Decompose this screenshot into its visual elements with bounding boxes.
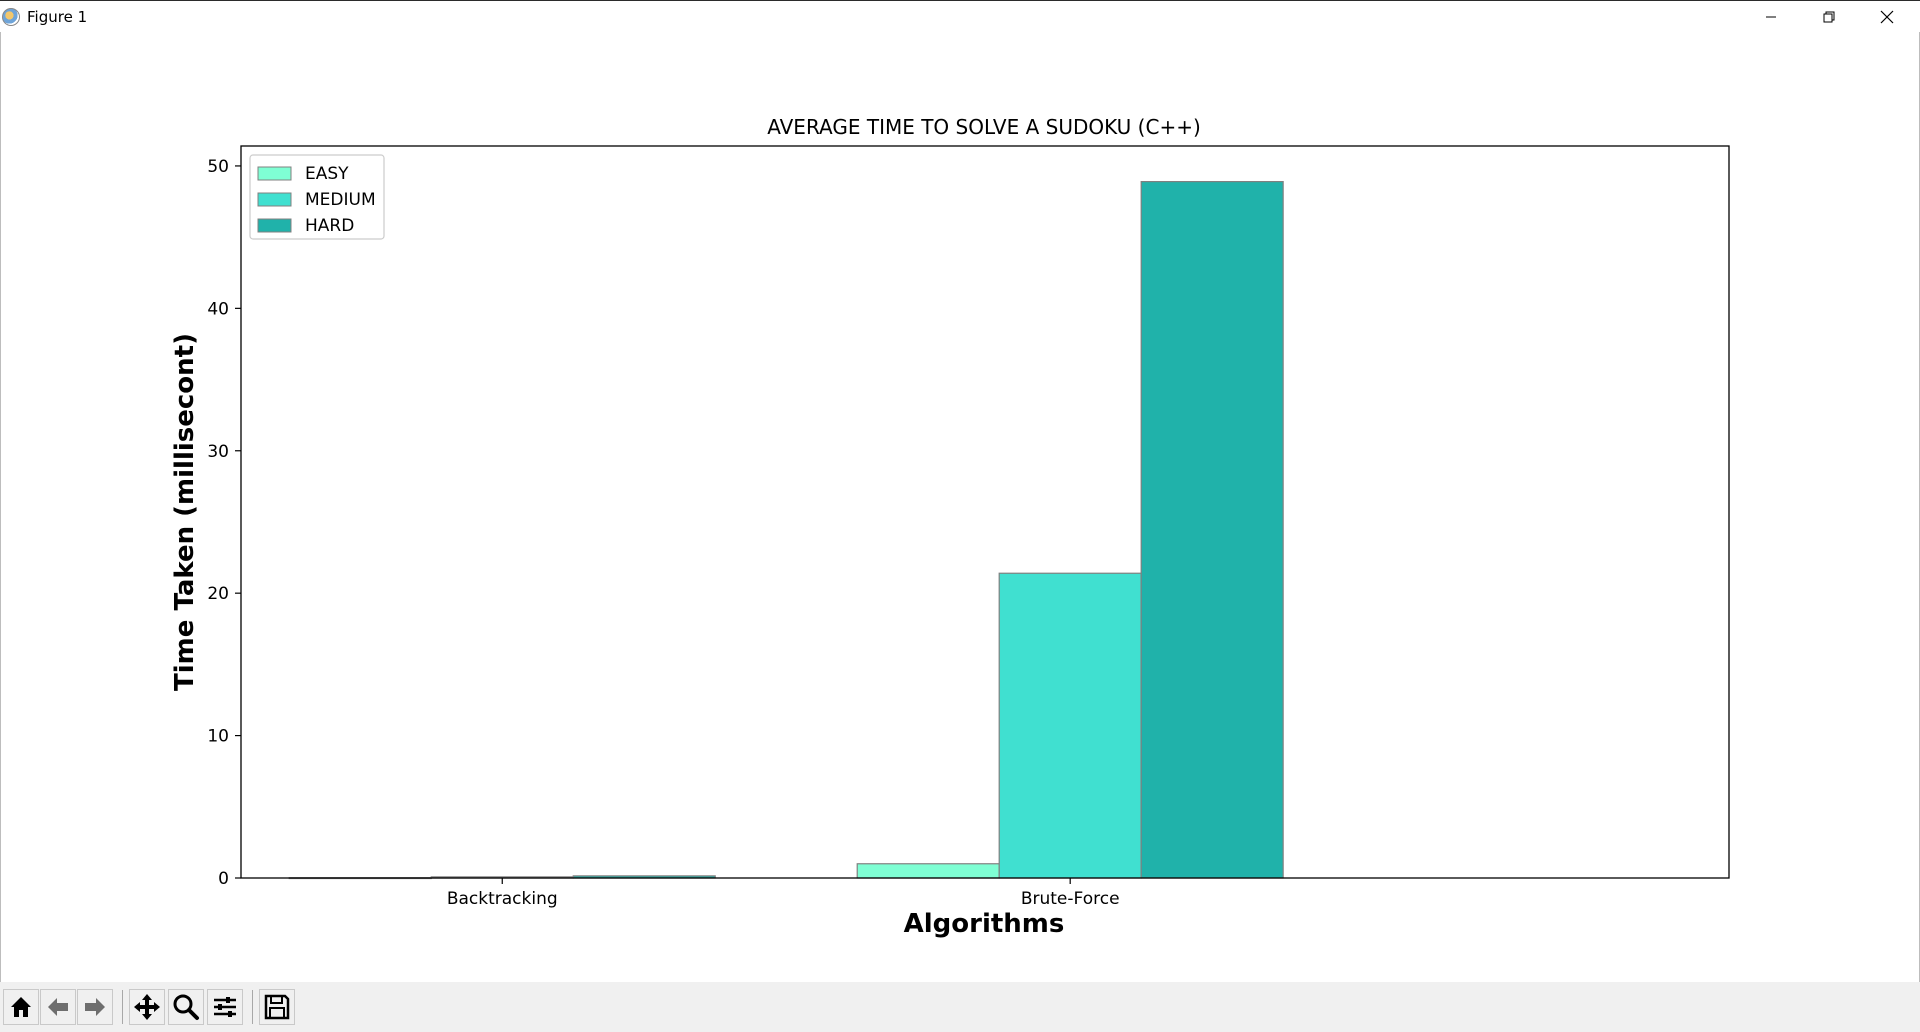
legend: EASY MEDIUM HARD (249, 154, 385, 240)
restore-button[interactable] (1800, 1, 1858, 33)
y-axis: 0 10 20 30 40 50 (207, 157, 241, 889)
restore-icon (1823, 11, 1835, 23)
legend-swatch-medium (257, 192, 292, 207)
matplotlib-app-icon (2, 8, 20, 26)
minimize-icon (1766, 16, 1776, 18)
bar-chart: AVERAGE TIME TO SOLVE A SUDOKU (C++) 0 10… (170, 115, 1730, 939)
back-arrow-icon (48, 998, 68, 1016)
home-button[interactable] (3, 989, 39, 1025)
x-tick-label: Brute-Force (1021, 889, 1120, 909)
pan-button[interactable] (129, 989, 165, 1025)
navigation-toolbar (0, 982, 1920, 1032)
y-tick-label: 20 (207, 584, 229, 604)
x-tick-label: Backtracking (447, 889, 558, 909)
y-tick-label: 10 (207, 727, 229, 747)
legend-swatch-hard (257, 218, 292, 233)
forward-button[interactable] (77, 989, 113, 1025)
x-axis: Backtracking Brute-Force (447, 878, 1120, 909)
chart-title: AVERAGE TIME TO SOLVE A SUDOKU (C++) (767, 115, 1201, 139)
configure-subplots-button[interactable] (207, 989, 243, 1025)
legend-label-medium: MEDIUM (305, 190, 376, 210)
legend-label-easy: EASY (305, 164, 349, 184)
home-icon (11, 997, 31, 1017)
y-axis-label: Time Taken (millisecont) (170, 333, 200, 691)
bar-easy-brute-force (856, 863, 1000, 879)
close-icon (1880, 10, 1894, 24)
pan-move-icon (134, 994, 160, 1020)
configure-subplots-icon (214, 997, 236, 1017)
title-bar: Figure 1 (0, 0, 1920, 32)
zoom-button[interactable] (168, 989, 204, 1025)
minimize-button[interactable] (1742, 1, 1800, 33)
legend-swatch-easy (257, 166, 292, 181)
bars-group (288, 181, 1284, 880)
x-axis-label: Algorithms (904, 909, 1065, 939)
close-button[interactable] (1858, 1, 1916, 33)
bar-medium-brute-force (998, 572, 1142, 879)
legend-label-hard: HARD (305, 216, 354, 236)
forward-arrow-icon (85, 998, 105, 1016)
plot-frame (240, 145, 1730, 879)
window-title: Figure 1 (27, 8, 88, 26)
figure-canvas[interactable]: AVERAGE TIME TO SOLVE A SUDOKU (C++) 0 10… (0, 32, 1920, 982)
y-tick-label: 0 (218, 869, 229, 889)
back-button[interactable] (40, 989, 76, 1025)
save-button[interactable] (259, 989, 295, 1025)
zoom-magnifier-icon (173, 994, 199, 1020)
y-tick-label: 40 (207, 299, 229, 319)
toolbar-separator (122, 990, 123, 1024)
bar-hard-brute-force (1140, 181, 1284, 879)
save-disk-icon (264, 994, 290, 1020)
toolbar-separator (252, 990, 253, 1024)
y-tick-label: 30 (207, 442, 229, 462)
y-tick-label: 50 (207, 157, 229, 177)
